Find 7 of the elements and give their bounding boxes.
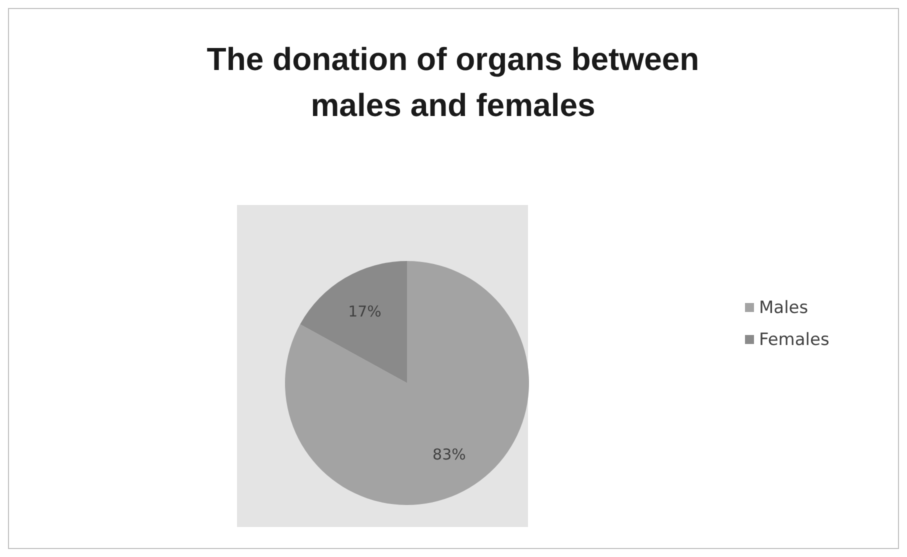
chart-title: The donation of organs between males and females: [206, 41, 700, 123]
legend-label: Males: [759, 298, 808, 318]
data-label: 17%: [348, 302, 382, 321]
pie-slice: [300, 261, 407, 383]
pie-slice: [285, 261, 529, 505]
data-label: 83%: [432, 445, 466, 464]
legend-label: Females: [759, 330, 830, 350]
